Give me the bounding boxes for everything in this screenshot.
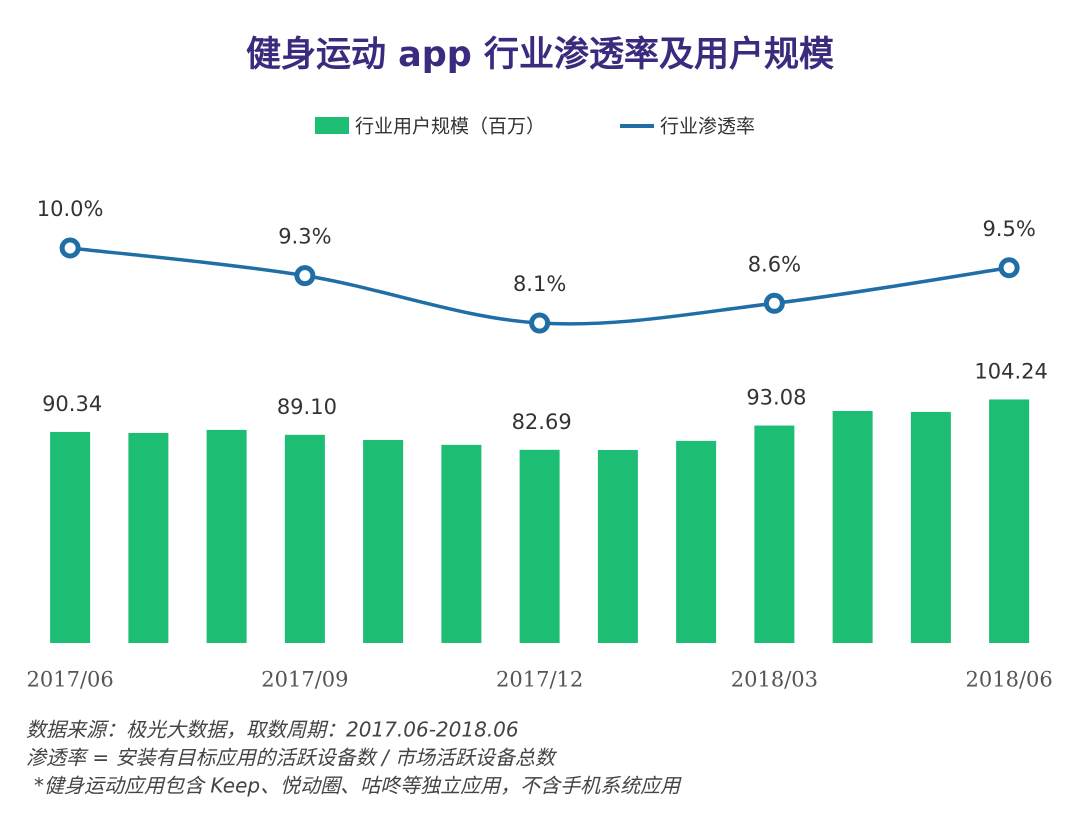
line-value-label: 9.5% <box>982 217 1035 241</box>
legend-swatch <box>315 117 349 134</box>
bar <box>50 431 91 643</box>
x-tick-label: 2018/06 <box>966 668 1053 692</box>
line-value-label: 8.6% <box>748 252 801 276</box>
bar <box>832 410 873 643</box>
bar <box>597 450 638 643</box>
x-tick-label: 2018/03 <box>731 668 818 692</box>
x-tick-label: 2017/09 <box>261 668 348 692</box>
legend-label: 行业渗透率 <box>660 116 755 138</box>
line-value-label: 8.1% <box>513 272 566 296</box>
bar <box>910 411 951 643</box>
bar-value-label: 89.10 <box>277 395 337 419</box>
bar-value-label: 104.24 <box>974 359 1047 383</box>
bar <box>676 440 717 643</box>
footnote: 数据来源：极光大数据，取数周期：2017.06-2018.06 <box>26 718 519 742</box>
line-point <box>294 265 316 287</box>
legend-label: 行业用户规模（百万） <box>355 116 545 138</box>
line-point <box>998 257 1020 279</box>
footnote: 渗透率 = 安装有目标应用的活跃设备数 / 市场活跃设备总数 <box>26 746 558 770</box>
line-value-label: 10.0% <box>37 197 104 221</box>
line-point <box>763 292 785 314</box>
line-value-label: 9.3% <box>278 225 331 249</box>
bar <box>206 429 247 643</box>
bar-value-label: 82.69 <box>512 410 572 434</box>
bar-value-label: 90.34 <box>42 392 102 416</box>
bar <box>363 439 404 643</box>
line-point <box>59 237 81 259</box>
bar <box>989 399 1030 643</box>
footnote: *健身运动应用包含 Keep、悦动圈、咕咚等独立应用，不含手机系统应用 <box>34 774 682 798</box>
bar <box>754 425 795 643</box>
x-tick-label: 2017/06 <box>27 668 114 692</box>
bar <box>128 432 169 643</box>
bar <box>441 444 482 643</box>
bar <box>284 434 325 643</box>
x-tick-label: 2017/12 <box>496 668 583 692</box>
line-point <box>529 312 551 334</box>
chart-title: 健身运动 app 行业渗透率及用户规模 <box>246 35 834 75</box>
bar <box>519 449 560 643</box>
bar-value-label: 93.08 <box>746 386 806 410</box>
